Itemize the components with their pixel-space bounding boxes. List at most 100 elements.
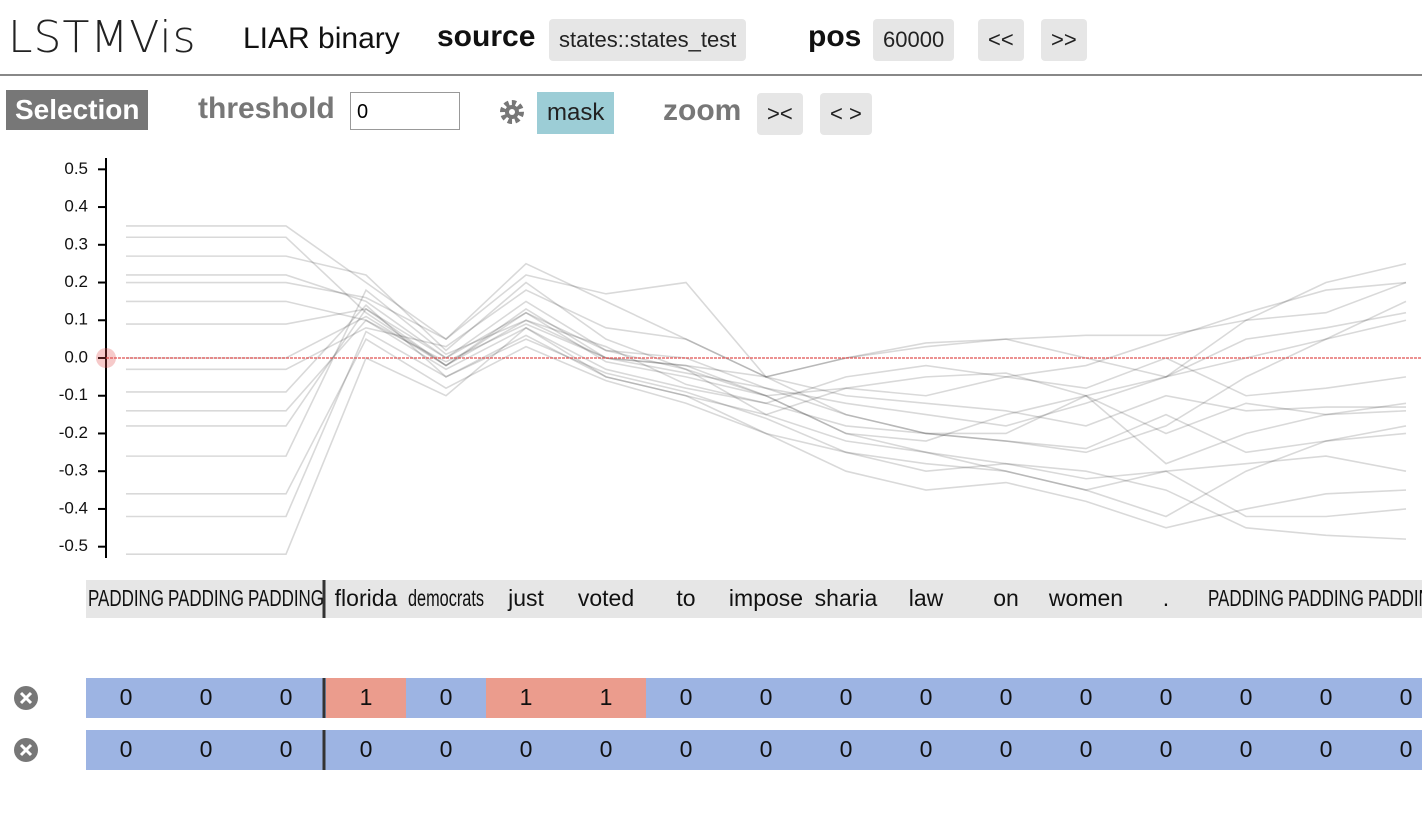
- meta-cell: [1046, 730, 1126, 770]
- token[interactable]: impose: [729, 585, 803, 611]
- meta-cell: [406, 678, 486, 718]
- token[interactable]: on: [993, 585, 1019, 611]
- threshold-handle[interactable]: [96, 348, 116, 368]
- settings-icon[interactable]: [497, 97, 527, 127]
- state-line: [126, 236, 1407, 435]
- meta-value: 0: [120, 736, 133, 762]
- meta-value: 0: [360, 736, 373, 762]
- state-line: [126, 311, 1407, 465]
- y-tick-label: 0.0: [64, 347, 88, 366]
- prev-button[interactable]: <<: [978, 19, 1024, 61]
- state-line: [126, 289, 1407, 378]
- meta-cell: [806, 678, 886, 718]
- token[interactable]: democrats: [408, 585, 484, 611]
- meta-value: 0: [520, 736, 533, 762]
- selection-tab[interactable]: Selection: [6, 90, 149, 130]
- state-line: [126, 300, 1407, 454]
- header: LSTMVis LIAR binary source states::state…: [0, 0, 1422, 76]
- state-line: [126, 326, 1407, 556]
- y-tick-label: 0.2: [64, 272, 88, 291]
- meta-cell: [486, 678, 566, 718]
- meta-value: 0: [200, 684, 213, 710]
- token[interactable]: PADDING: [168, 585, 244, 611]
- zoom-in[interactable]: ><: [757, 93, 803, 135]
- meta-value: 0: [440, 684, 453, 710]
- meta-value: 0: [1080, 736, 1093, 762]
- meta-cell: [566, 730, 646, 770]
- token[interactable]: sharia: [815, 585, 878, 611]
- meta-value: 1: [360, 684, 373, 710]
- threshold-label: threshold: [198, 92, 335, 125]
- meta-value: 0: [840, 684, 853, 710]
- token[interactable]: PADDING: [248, 585, 324, 611]
- token[interactable]: law: [909, 585, 944, 611]
- remove-cross: [19, 691, 33, 705]
- meta-value: 1: [600, 684, 613, 710]
- state-line: [126, 274, 1407, 378]
- meta-value: 0: [1160, 684, 1173, 710]
- meta-cell: [1286, 678, 1366, 718]
- token[interactable]: just: [507, 585, 544, 611]
- meta-cell: [566, 678, 646, 718]
- meta-value: 0: [600, 736, 613, 762]
- zoom-out[interactable]: < >: [820, 93, 872, 135]
- y-tick-label: -0.3: [59, 461, 88, 480]
- meta-cell: [646, 730, 726, 770]
- state-line: [126, 330, 1407, 518]
- meta-cell: [726, 678, 806, 718]
- meta-value: 0: [680, 736, 693, 762]
- token[interactable]: PADDING: [88, 585, 164, 611]
- meta-cell: [326, 730, 406, 770]
- remove-row[interactable]: [14, 686, 38, 710]
- remove-row[interactable]: [14, 738, 38, 762]
- mask-button[interactable]: mask: [537, 92, 615, 134]
- meta-cell: [726, 730, 806, 770]
- y-tick-label: 0.4: [64, 197, 88, 216]
- meta-cell: [966, 678, 1046, 718]
- token[interactable]: PADDING: [1288, 585, 1364, 611]
- state-line: [126, 288, 1407, 457]
- meta-cell: [886, 730, 966, 770]
- y-tick-label: 0.5: [64, 159, 88, 178]
- source-button[interactable]: states::states_test: [549, 19, 747, 61]
- meta-value: 0: [920, 684, 933, 710]
- token[interactable]: voted: [578, 585, 634, 611]
- meta-value: 0: [1400, 684, 1413, 710]
- meta-value: 0: [1400, 736, 1413, 762]
- state-line: [126, 319, 1406, 427]
- next-button[interactable]: >>: [1041, 19, 1087, 61]
- meta-cell: [646, 678, 726, 718]
- threshold-input[interactable]: 0: [350, 92, 460, 130]
- pos-value[interactable]: 60000: [873, 19, 955, 61]
- state-line: [126, 304, 1407, 480]
- state-line: [126, 308, 1407, 427]
- meta-value: 0: [1000, 684, 1013, 710]
- meta-value: 0: [680, 684, 693, 710]
- meta-cell: [1206, 678, 1286, 718]
- zoom-label: zoom: [663, 94, 742, 127]
- meta-value: 0: [760, 684, 773, 710]
- meta-cell: [1126, 730, 1206, 770]
- meta-cell: [246, 678, 326, 718]
- token[interactable]: to: [676, 585, 695, 611]
- meta-cell: [1046, 678, 1126, 718]
- pos-label: pos: [808, 20, 862, 53]
- meta-value: 0: [280, 684, 293, 710]
- y-tick-label: 0.3: [64, 234, 88, 253]
- meta-value: 0: [1080, 684, 1093, 710]
- state-line: [126, 255, 1407, 518]
- y-tick-label: -0.4: [59, 498, 88, 517]
- token[interactable]: PADDING: [1368, 585, 1422, 611]
- meta-cell: [806, 730, 886, 770]
- meta-cell: [1206, 730, 1286, 770]
- y-tick-label: -0.5: [59, 536, 88, 555]
- token[interactable]: women: [1048, 585, 1123, 611]
- meta-cell: [406, 730, 486, 770]
- token[interactable]: PADDING: [1208, 585, 1284, 611]
- state-line: [126, 338, 1407, 529]
- chart: -0.5-0.4-0.3-0.2-0.10.00.10.20.30.40.5PA…: [14, 158, 1422, 770]
- token[interactable]: .: [1163, 585, 1169, 611]
- remove-cross: [19, 743, 33, 757]
- token[interactable]: florida: [335, 585, 398, 611]
- meta-value: 0: [120, 684, 133, 710]
